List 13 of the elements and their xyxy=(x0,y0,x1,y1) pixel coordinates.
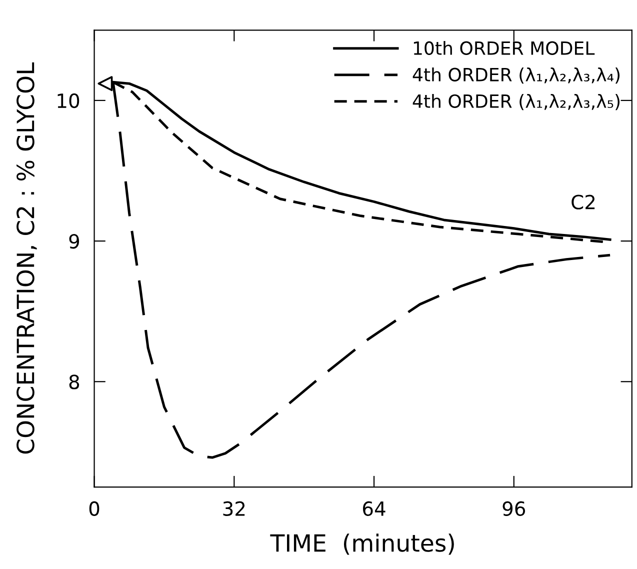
x-tick-label: 0 xyxy=(89,501,100,516)
x-tick-label: 32 xyxy=(223,501,245,516)
x-axis-title: TIME (minutes) xyxy=(270,534,454,555)
y-tick-label: 8 xyxy=(69,374,80,390)
annotation: C2 xyxy=(572,194,595,210)
legend-label: 10th ORDER MODEL xyxy=(414,40,595,55)
legend-label: 4th ORDER (λ₁,λ₂,λ₃,λ₄) xyxy=(412,67,620,84)
y-tick-label: 9 xyxy=(69,234,80,249)
y-axis-title: CONCENTRATION, C2 : % GLYCOL xyxy=(16,62,37,454)
y-tick-label: 10 xyxy=(58,93,80,108)
legend-label: 4th ORDER (λ₁,λ₂,λ₃,λ₅) xyxy=(412,94,620,110)
x-tick-label: 96 xyxy=(502,501,526,516)
x-tick-label: 64 xyxy=(363,501,386,516)
